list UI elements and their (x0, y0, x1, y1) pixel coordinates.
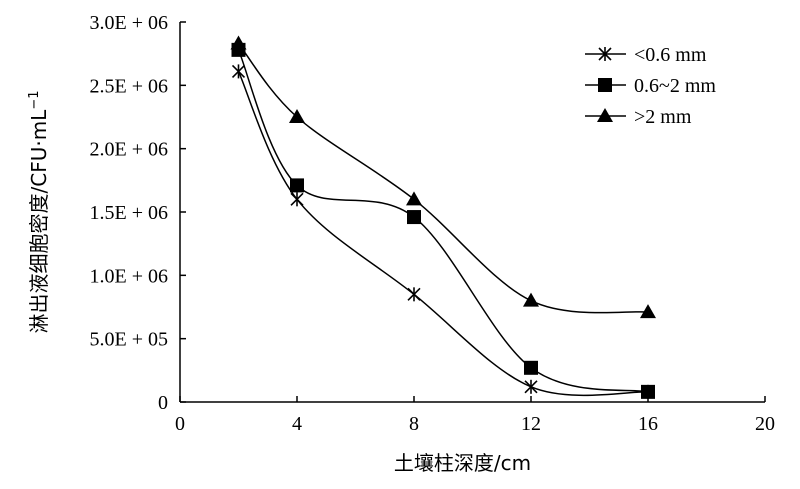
data-point-asterisk (231, 64, 246, 79)
data-point-square (524, 360, 538, 375)
series-triangle (230, 35, 656, 319)
legend-marker-square (598, 78, 612, 92)
x-tick-label: 0 (175, 413, 185, 435)
y-axis-label-superscript: −1 (27, 91, 42, 110)
x-tick-label: 12 (521, 413, 541, 435)
y-axis-label-main: 淋出液细胞密度/CFU·mL (27, 109, 51, 334)
x-tick-label: 8 (409, 413, 419, 435)
ticks: 0 5.0E + 05 1.0E + 06 1.5E + 06 2.0E + 06 2.5… (90, 12, 776, 435)
data-point-triangle (523, 292, 539, 307)
x-tick-label: 16 (638, 413, 658, 435)
x-axis-label: 土壤柱深度/cm (394, 451, 531, 475)
legend-item-asterisk: <0.6 mm (585, 44, 707, 66)
x-tick-label: 20 (755, 413, 775, 435)
x-tick-label: 4 (292, 413, 302, 435)
data-point-triangle (289, 109, 305, 123)
y-tick-label: 2.5E + 06 (90, 75, 169, 97)
series-line-triangle (237, 43, 649, 314)
series-line-square (237, 49, 649, 393)
y-tick-label: 1.0E + 06 (90, 265, 169, 287)
data-point-asterisk (290, 192, 304, 207)
data-point-asterisk (524, 379, 538, 394)
data-point-triangle (230, 35, 247, 50)
y-tick-label: 1.5E + 06 (90, 202, 169, 224)
y-axis-label-group: 淋出液细胞密度/CFU·mL−1 (27, 91, 51, 334)
y-tick-label: 0 (158, 392, 168, 414)
series-square (231, 42, 655, 399)
data-point-triangle (640, 304, 656, 319)
y-tick-label: 5.0E + 05 (90, 329, 169, 351)
y-tick-label: 2.0E + 06 (90, 139, 169, 161)
legend-label: >2 mm (634, 106, 692, 128)
data-point-square (407, 210, 421, 225)
data-point-square (641, 384, 655, 399)
legend-item-triangle: >2 mm (585, 106, 692, 128)
legend-item-square: 0.6~2 mm (585, 75, 716, 97)
legend: <0.6 mm 0.6~2 mm >2 mm (585, 44, 716, 128)
y-tick-label: 3.0E + 06 (90, 12, 169, 34)
data-point-triangle (406, 191, 422, 206)
legend-marker-triangle (597, 108, 613, 122)
data-point-square (290, 178, 304, 193)
data-point-asterisk (407, 287, 421, 302)
legend-label: 0.6~2 mm (634, 75, 716, 97)
legend-label: <0.6 mm (634, 44, 707, 66)
legend-marker-asterisk (598, 47, 612, 61)
series-layer (230, 35, 656, 399)
y-axis-label: 淋出液细胞密度/CFU·mL−1 (27, 91, 51, 334)
